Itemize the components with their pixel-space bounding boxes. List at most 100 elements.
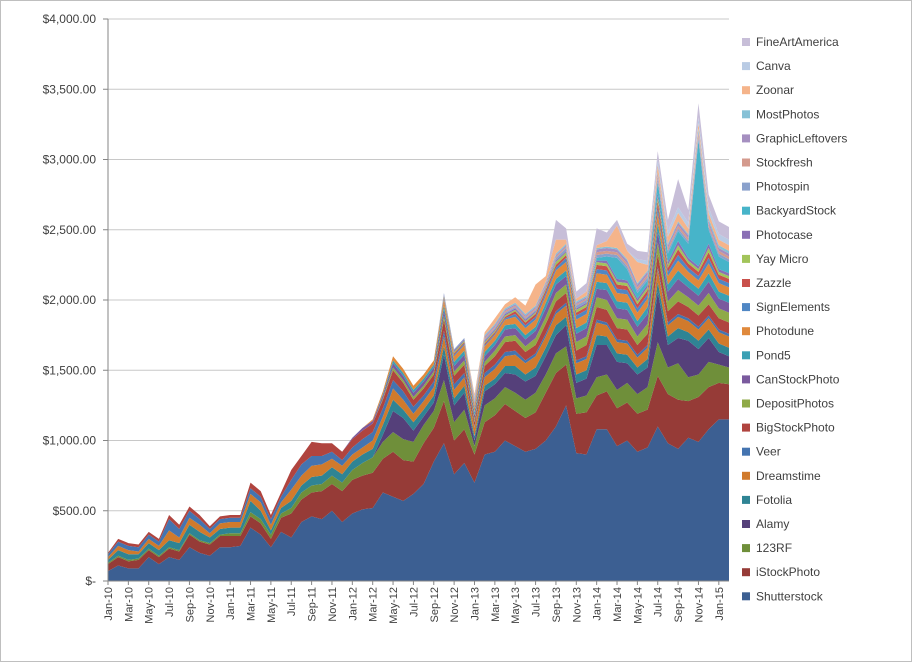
x-tick-label: May-14 bbox=[632, 587, 644, 624]
x-tick-label: Nov-10 bbox=[205, 587, 217, 622]
x-tick-label: Mar-13 bbox=[490, 587, 502, 622]
area-photodune bbox=[108, 212, 729, 553]
legend-label-pond5: Pond5 bbox=[756, 348, 791, 362]
legend-label-graphicleftovers: GraphicLeftovers bbox=[756, 131, 847, 145]
legend-label-bigstockphoto: BigStockPhoto bbox=[756, 421, 835, 435]
legend-label-canstockphoto: CanStockPhoto bbox=[756, 372, 840, 386]
area-series-group bbox=[108, 103, 729, 581]
legend-swatch-zazzle bbox=[742, 279, 750, 287]
y-tick-label: $2,500.00 bbox=[43, 223, 97, 237]
x-tick-label: Jan-11 bbox=[225, 587, 237, 620]
legend-swatch-stockfresh bbox=[742, 158, 750, 167]
x-tick-label: May-11 bbox=[266, 587, 278, 623]
legend-swatch-signelements bbox=[742, 303, 750, 312]
legend-label-fotolia: Fotolia bbox=[756, 493, 792, 507]
area-veer bbox=[108, 266, 729, 558]
legend-swatch-shutterstock bbox=[742, 592, 750, 601]
legend-swatch-mostphotos bbox=[742, 110, 750, 119]
legend-label-alamy: Alamy bbox=[756, 517, 789, 531]
y-tick-label: $500.00 bbox=[53, 504, 97, 518]
legend-label-dreamstime: Dreamstime bbox=[756, 469, 821, 483]
legend-swatch-dreamstime bbox=[742, 471, 750, 480]
y-axis-tick-labels: $- $500.00 $1,000.00 $1,500.00 $2,000.00 $2,5… bbox=[43, 12, 97, 588]
legend-label-photocase: Photocase bbox=[756, 228, 813, 242]
legend-label-stockfresh: Stockfresh bbox=[756, 156, 813, 170]
x-tick-label: Jul-12 bbox=[408, 587, 420, 617]
legend-label-shutterstock: Shutterstock bbox=[756, 589, 824, 603]
legend-swatch-backyardstock bbox=[742, 206, 750, 215]
x-tick-label: Nov-12 bbox=[449, 587, 461, 622]
x-tick-label: Jul-11 bbox=[286, 587, 298, 616]
y-tick-label: $1,500.00 bbox=[43, 363, 97, 377]
legend-swatch-graphicleftovers bbox=[742, 134, 750, 143]
legend-swatch-fineartamerica bbox=[742, 38, 750, 46]
x-tick-label: Mar-12 bbox=[368, 587, 380, 622]
legend-swatch-pond5 bbox=[742, 351, 750, 360]
x-tick-label: Sep-13 bbox=[551, 587, 563, 622]
legend-label-fineartamerica: FineArtAmerica bbox=[756, 35, 839, 49]
y-tick-label: $4,000.00 bbox=[43, 12, 97, 26]
legend-label-signelements: SignElements bbox=[756, 300, 830, 314]
legend-label-backyardstock: BackyardStock bbox=[756, 204, 837, 218]
x-tick-label: Jan-12 bbox=[347, 587, 359, 621]
x-tick-label: Sep-14 bbox=[673, 587, 685, 622]
x-tick-label: Sep-12 bbox=[429, 587, 441, 622]
x-tick-label: Mar-14 bbox=[612, 587, 624, 622]
x-tick-label: Jul-14 bbox=[653, 587, 665, 617]
legend-swatch-canva bbox=[742, 62, 750, 71]
axes bbox=[103, 18, 729, 585]
x-tick-label: Jul-13 bbox=[531, 587, 543, 617]
legend-label-zoonar: Zoonar bbox=[756, 83, 794, 97]
area-123rf bbox=[108, 342, 729, 565]
legend-swatch-istockphoto bbox=[742, 568, 750, 577]
legend-label-veer: Veer bbox=[756, 445, 781, 459]
x-tick-label: Nov-13 bbox=[571, 587, 583, 622]
x-tick-label: Mar-10 bbox=[123, 587, 135, 622]
x-tick-label: Jul-10 bbox=[164, 587, 176, 617]
x-tick-label: Nov-11 bbox=[327, 587, 339, 622]
y-tick-label: $1,000.00 bbox=[43, 434, 97, 448]
x-tick-label: Jan-15 bbox=[714, 587, 726, 621]
legend-swatch-photospin bbox=[742, 182, 750, 191]
x-tick-label: Nov-14 bbox=[693, 587, 705, 622]
x-tick-label: May-10 bbox=[144, 587, 156, 624]
legend-label-photospin: Photospin bbox=[756, 180, 809, 194]
x-tick-label: Sep-11 bbox=[307, 587, 319, 622]
legend-swatch-zoonar bbox=[742, 86, 750, 95]
x-tick-label: Sep-10 bbox=[184, 587, 196, 622]
x-tick-label: Mar-11 bbox=[246, 587, 258, 621]
x-tick-label: May-12 bbox=[388, 587, 400, 624]
legend-swatch-alamy bbox=[742, 520, 750, 528]
x-tick-label: May-13 bbox=[510, 587, 522, 624]
legend-swatch-123rf bbox=[742, 544, 750, 553]
legend-swatch-fotolia bbox=[742, 495, 750, 504]
legend-swatch-bigstockphoto bbox=[742, 423, 750, 432]
legend-label-zazzle: Zazzle bbox=[756, 276, 792, 290]
area-alamy bbox=[108, 291, 729, 563]
legend-label-depositphotos: DepositPhotos bbox=[756, 397, 834, 411]
legend-swatch-depositphotos bbox=[742, 399, 750, 408]
area-shutterstock bbox=[108, 405, 729, 581]
legend-swatch-veer bbox=[742, 447, 750, 456]
area-fotolia bbox=[108, 281, 729, 563]
area-istockphoto bbox=[108, 364, 729, 572]
area-dreamstime bbox=[108, 269, 729, 560]
legend-label-istockphoto: iStockPhoto bbox=[756, 565, 820, 579]
legend-label-photodune: Photodune bbox=[756, 324, 814, 338]
x-tick-label: Jan-10 bbox=[103, 587, 115, 621]
legend-label-123rf: 123RF bbox=[756, 541, 792, 555]
legend-swatch-photodune bbox=[742, 327, 750, 336]
x-tick-label: Jan-13 bbox=[469, 587, 481, 621]
legend-swatch-canstockphoto bbox=[742, 375, 750, 384]
legend-label-canva: Canva bbox=[756, 59, 791, 73]
gridlines bbox=[108, 18, 729, 512]
legend: FineArtAmerica Canva Zoonar MostPhotos Graph… bbox=[742, 35, 847, 603]
legend-swatch-yay-micro bbox=[742, 254, 750, 263]
y-tick-label: $3,500.00 bbox=[43, 82, 97, 96]
legend-label-yay-micro: Yay Micro bbox=[756, 252, 809, 266]
x-tick-label: Jan-14 bbox=[592, 587, 604, 621]
legend-swatch-photocase bbox=[742, 230, 750, 239]
x-axis-tick-labels: Jan-10 Mar-10 May-10 Jul-10 Sep-10 Nov-10 Jan-… bbox=[103, 587, 726, 624]
